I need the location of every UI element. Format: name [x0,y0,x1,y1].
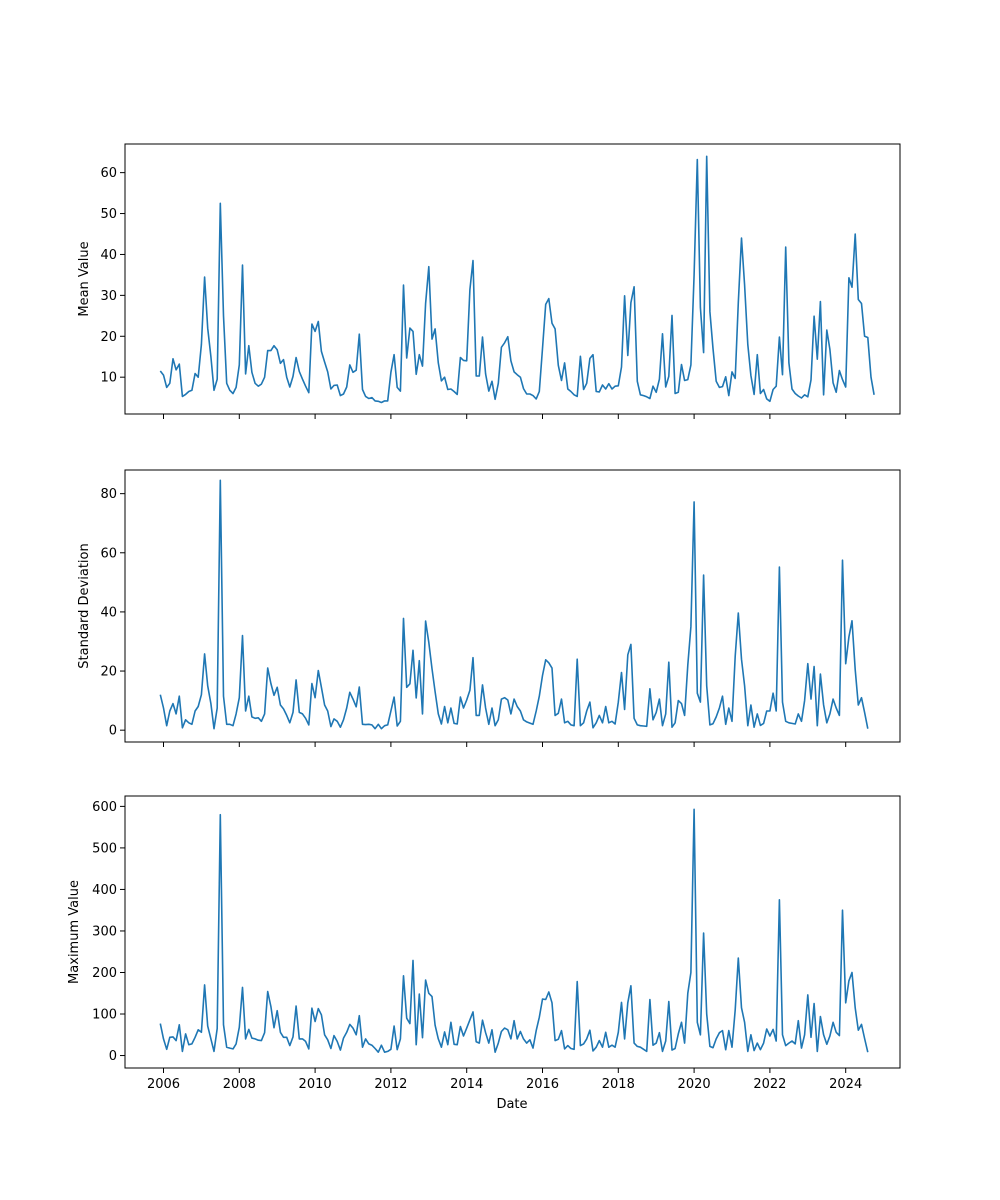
plot-area-frame [124,469,901,743]
series-lines [159,808,869,1053]
y-axis-ticks: 0 100 200 300 400 500 600 [92,800,125,1064]
y-tick-label: 20 [100,330,117,345]
series-line [159,479,869,730]
x-tick-label: 2014 [450,1077,483,1092]
y-tick-label: 300 [92,924,117,939]
standard-deviation-panel: 0 20 40 60 80 Standard Deviation [77,469,901,747]
y-axis-ticks: 10 20 30 40 50 60 [100,166,125,386]
x-axis-ticks [163,742,847,747]
y-tick-label: 100 [92,1008,117,1023]
y-tick-label: 0 [109,1049,117,1064]
plot-area-frame [124,795,901,1069]
y-tick-label: 30 [100,289,117,304]
y-axis-ticks: 0 20 40 60 80 [100,487,125,739]
y-axis-label: Mean Value [77,241,92,316]
y-axis-label: Standard Deviation [77,543,92,668]
y-tick-label: 10 [100,371,117,386]
plot-area-frame [124,143,901,415]
series-lines [159,155,875,404]
x-tick-label: 2010 [299,1077,332,1092]
series-lines [159,479,869,730]
y-tick-label: 60 [100,166,117,181]
y-tick-label: 200 [92,966,117,981]
y-tick-label: 40 [100,248,117,263]
maximum-value-panel: 0 100 200 300 400 500 600 2006 2008 2010 2012 2014… [67,795,901,1092]
x-tick-label: 2018 [602,1077,635,1092]
y-tick-label: 600 [92,800,117,815]
y-tick-label: 40 [100,605,117,620]
x-tick-label: 2012 [374,1077,407,1092]
x-tick-label: 2006 [147,1077,180,1092]
y-tick-label: 50 [100,207,117,222]
x-axis-ticks: 2006 2008 2010 2012 2014 2016 2018 2020 2022 2024 [147,1068,862,1092]
y-tick-label: 500 [92,841,117,856]
x-axis-ticks [163,414,847,419]
series-line [159,155,875,404]
y-tick-label: 80 [100,487,117,502]
y-tick-label: 0 [109,724,117,739]
x-tick-label: 2008 [223,1077,256,1092]
series-line [159,808,869,1053]
x-tick-label: 2024 [829,1077,862,1092]
y-tick-label: 60 [100,546,117,561]
y-tick-label: 20 [100,665,117,680]
x-tick-label: 2020 [678,1077,711,1092]
y-tick-label: 400 [92,883,117,898]
x-axis-label: Date [496,1097,527,1112]
x-tick-label: 2022 [753,1077,786,1092]
mean-value-panel: 10 20 30 40 50 60 Mean Value [77,143,901,419]
x-tick-label: 2016 [526,1077,559,1092]
y-axis-label: Maximum Value [67,880,82,984]
